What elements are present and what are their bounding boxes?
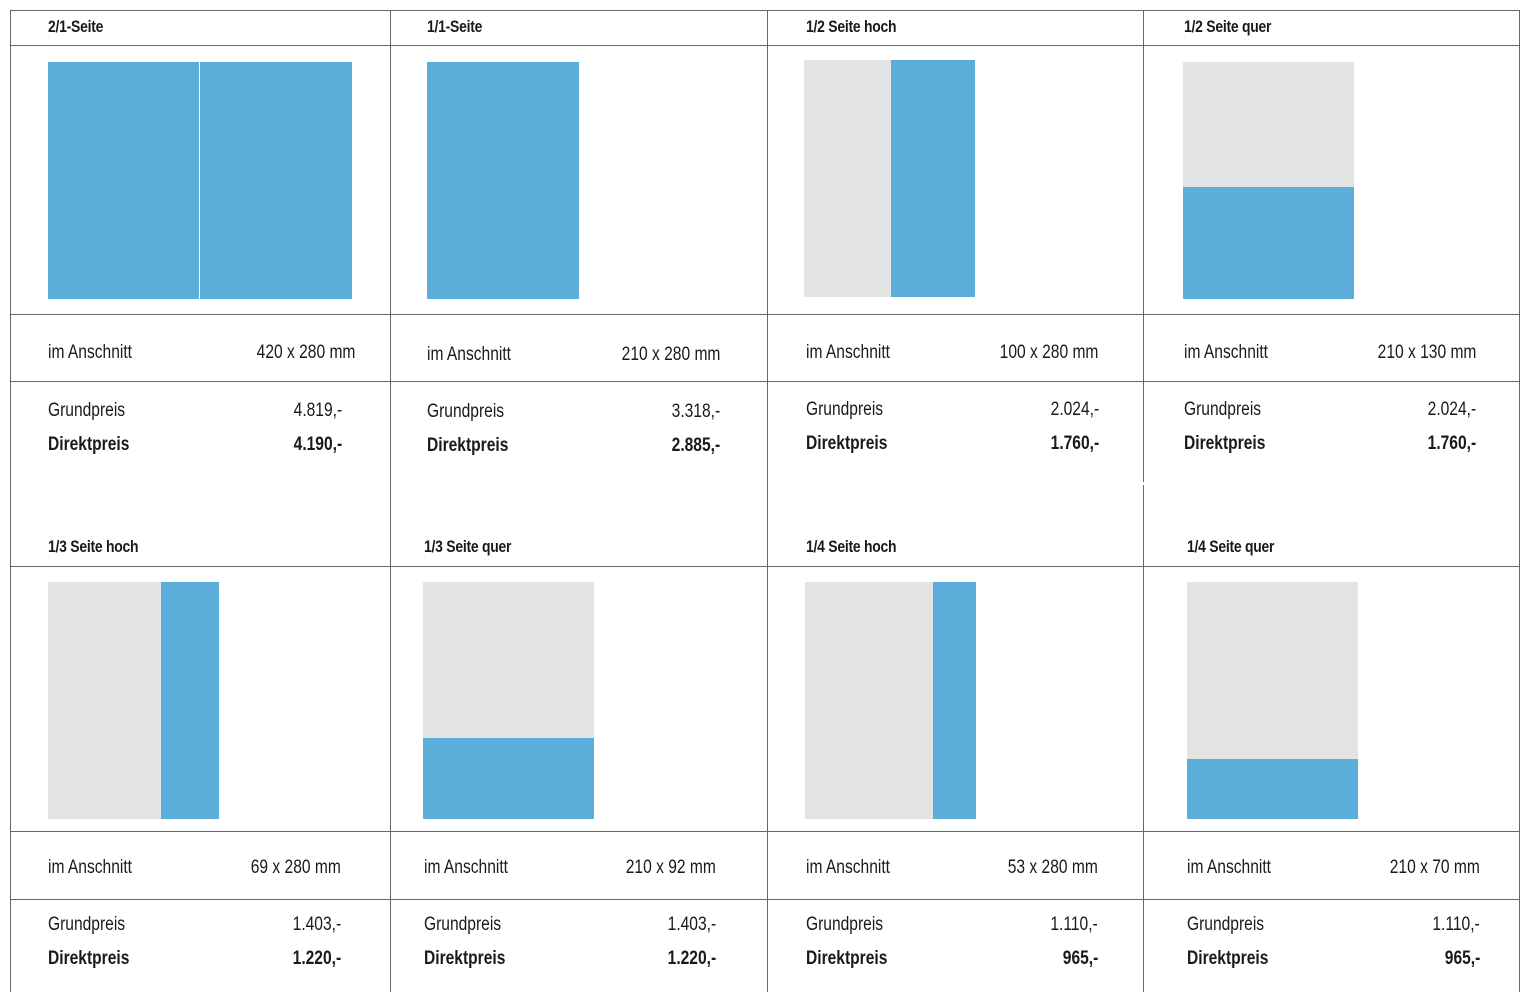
direct-price-label: Direktpreis bbox=[48, 434, 130, 455]
rule-left bbox=[10, 10, 11, 992]
direct-price-value: 4.190,- bbox=[293, 434, 342, 455]
base-price-label: Grundpreis bbox=[427, 401, 505, 422]
size-label: im Anschnitt bbox=[806, 342, 890, 363]
base-price-value: 1.110,- bbox=[1432, 914, 1480, 935]
base-price-value: 3.318,- bbox=[671, 401, 720, 422]
rule-row1-header bbox=[10, 45, 1520, 46]
base-price-value: 1.110,- bbox=[1050, 914, 1098, 935]
rule-row2-size bbox=[10, 899, 1520, 900]
base-price-label: Grundpreis bbox=[1184, 399, 1262, 420]
format-title: 1/4 Seite quer bbox=[1187, 537, 1275, 556]
size-label: im Anschnitt bbox=[48, 342, 132, 363]
size-value: 210 x 280 mm bbox=[621, 344, 720, 365]
direct-price-label: Direktpreis bbox=[806, 433, 888, 454]
rule-top bbox=[10, 10, 1520, 11]
rule-row2-image bbox=[10, 831, 1520, 832]
direct-price-value: 1.220,- bbox=[667, 948, 716, 969]
direct-price-value: 1.220,- bbox=[292, 948, 341, 969]
ad-area-right-page bbox=[200, 62, 352, 299]
size-label: im Anschnitt bbox=[427, 344, 511, 365]
base-price-label: Grundpreis bbox=[1187, 914, 1265, 935]
base-price-value: 4.819,- bbox=[293, 400, 342, 421]
rule-col-1 bbox=[390, 10, 391, 992]
ad-area bbox=[423, 738, 594, 819]
format-title: 1/3 Seite quer bbox=[424, 537, 512, 556]
size-label: im Anschnitt bbox=[424, 857, 508, 878]
rule-col-3-top bbox=[1143, 10, 1144, 482]
direct-price-label: Direktpreis bbox=[1184, 433, 1266, 454]
rule-row2-header bbox=[10, 566, 1520, 567]
rule-row1-image bbox=[10, 314, 1520, 315]
size-label: im Anschnitt bbox=[1184, 342, 1268, 363]
direct-price-label: Direktpreis bbox=[427, 435, 509, 456]
direct-price-value: 2.885,- bbox=[671, 435, 720, 456]
ad-area bbox=[1183, 187, 1354, 299]
format-title: 1/4 Seite hoch bbox=[806, 537, 897, 556]
base-price-label: Grundpreis bbox=[424, 914, 502, 935]
base-price-value: 2.024,- bbox=[1427, 399, 1476, 420]
direct-price-label: Direktpreis bbox=[48, 948, 130, 969]
format-title: 1/2 Seite hoch bbox=[806, 17, 897, 36]
rule-row1-size bbox=[10, 381, 1520, 382]
base-price-value: 1.403,- bbox=[667, 914, 716, 935]
format-title: 1/2 Seite quer bbox=[1184, 17, 1272, 36]
direct-price-label: Direktpreis bbox=[806, 948, 888, 969]
format-title: 2/1-Seite bbox=[48, 17, 104, 36]
size-value: 210 x 92 mm bbox=[625, 857, 716, 878]
size-value: 100 x 280 mm bbox=[999, 342, 1098, 363]
rule-col-3-bottom bbox=[1143, 485, 1144, 992]
size-label: im Anschnitt bbox=[1187, 857, 1271, 878]
size-value: 420 x 280 mm bbox=[256, 342, 355, 363]
direct-price-value: 1.760,- bbox=[1050, 433, 1099, 454]
direct-price-label: Direktpreis bbox=[424, 948, 506, 969]
direct-price-label: Direktpreis bbox=[1187, 948, 1269, 969]
direct-price-value: 965,- bbox=[1062, 948, 1098, 969]
format-title: 1/1-Seite bbox=[427, 17, 483, 36]
direct-price-value: 965,- bbox=[1444, 948, 1480, 969]
base-price-value: 1.403,- bbox=[292, 914, 341, 935]
rule-col-2 bbox=[767, 10, 768, 992]
base-price-value: 2.024,- bbox=[1050, 399, 1099, 420]
base-price-label: Grundpreis bbox=[806, 399, 884, 420]
base-price-label: Grundpreis bbox=[48, 914, 126, 935]
ad-area-left-page bbox=[48, 62, 199, 299]
direct-price-value: 1.760,- bbox=[1427, 433, 1476, 454]
size-value: 53 x 280 mm bbox=[1007, 857, 1098, 878]
ad-area bbox=[1187, 759, 1358, 819]
ad-area bbox=[161, 582, 219, 819]
size-label: im Anschnitt bbox=[806, 857, 890, 878]
ad-area-full-page bbox=[427, 62, 579, 299]
size-label: im Anschnitt bbox=[48, 857, 132, 878]
ad-area bbox=[891, 60, 975, 297]
ad-area bbox=[933, 582, 976, 819]
size-value: 69 x 280 mm bbox=[250, 857, 341, 878]
format-title: 1/3 Seite hoch bbox=[48, 537, 139, 556]
size-value: 210 x 130 mm bbox=[1377, 342, 1476, 363]
base-price-label: Grundpreis bbox=[48, 400, 126, 421]
rule-right bbox=[1519, 10, 1520, 992]
base-price-label: Grundpreis bbox=[806, 914, 884, 935]
size-value: 210 x 70 mm bbox=[1389, 857, 1480, 878]
